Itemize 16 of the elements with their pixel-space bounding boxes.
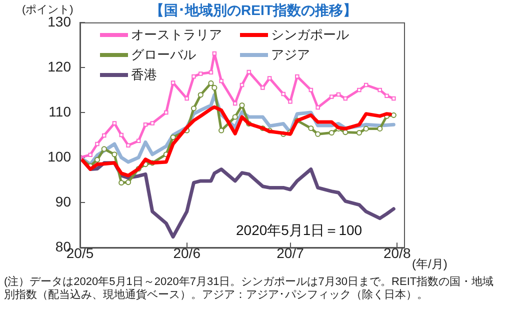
legend-label: オーストラリア bbox=[131, 26, 222, 44]
y-tick-label: 110 bbox=[48, 103, 72, 120]
legend-label: グローバル bbox=[131, 46, 196, 64]
text: (注）データは2020年5月1日～2020年7月31日。シンガポールは7月30日まで。REIT指数の国・地域別指数（配当込み、現地通貨ベース）。アジア：アジア･パシフィック（除く日本）。 bbox=[4, 276, 495, 302]
y-tick-label: 90 bbox=[55, 193, 72, 210]
x-tick-label: 20/7 bbox=[276, 244, 304, 261]
legend-label: シンガポール bbox=[271, 26, 349, 44]
y-tick-label: 100 bbox=[48, 148, 72, 164]
x-axis-title: (年/月) bbox=[412, 256, 448, 273]
legend-label: 香港 bbox=[131, 66, 157, 84]
y-tick-label: 120 bbox=[48, 58, 72, 74]
annotation: 2020年5月1日＝100 bbox=[236, 222, 362, 240]
x-tick-label: 20/8 bbox=[383, 244, 411, 261]
chart-title: 【国･地域別のREIT指数の推移】 bbox=[150, 2, 357, 20]
x-tick-label: 20/6 bbox=[173, 244, 201, 261]
legend-label: アジア bbox=[271, 46, 310, 64]
